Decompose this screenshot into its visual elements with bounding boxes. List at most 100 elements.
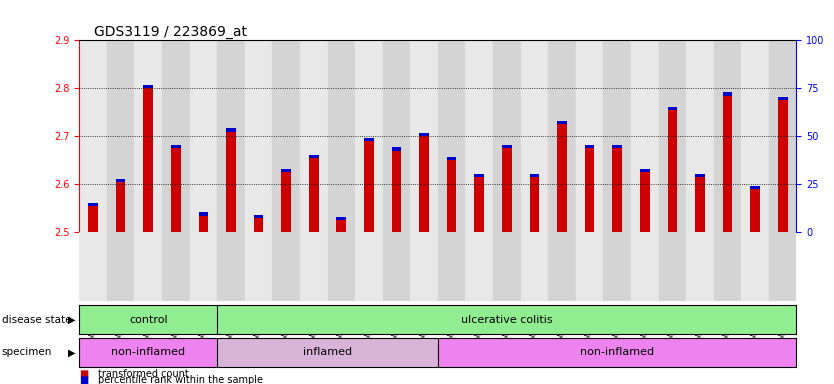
Bar (217, 40, 244, 232)
Text: ▶: ▶ (68, 314, 75, 325)
Bar (447, 161, 456, 232)
Bar (438, 40, 465, 232)
Bar (751, 189, 760, 232)
Bar (309, 154, 319, 158)
Bar (667, 106, 677, 110)
Bar (355, 232, 383, 301)
Bar (300, 40, 328, 232)
Text: disease state: disease state (2, 314, 71, 325)
Bar (548, 40, 575, 232)
Bar (254, 218, 264, 232)
Bar (502, 145, 511, 148)
Bar (465, 232, 493, 301)
Bar (116, 182, 125, 232)
Text: ulcerative colitis: ulcerative colitis (461, 314, 553, 325)
Bar (769, 232, 796, 301)
Bar (548, 232, 575, 301)
Bar (107, 40, 134, 232)
Bar (198, 215, 208, 232)
Bar (612, 145, 622, 148)
Bar (300, 232, 328, 301)
Text: non-inflamed: non-inflamed (111, 347, 185, 358)
Bar (244, 40, 273, 232)
Bar (631, 232, 659, 301)
Bar (493, 232, 520, 301)
Bar (741, 232, 769, 301)
Bar (640, 169, 650, 172)
Bar (603, 232, 631, 301)
Text: control: control (129, 314, 168, 325)
Bar (217, 338, 438, 367)
Bar (134, 40, 162, 232)
Bar (217, 232, 244, 301)
Bar (714, 40, 741, 232)
Bar (659, 232, 686, 301)
Bar (383, 232, 410, 301)
Bar (575, 232, 603, 301)
Text: non-inflamed: non-inflamed (580, 347, 654, 358)
Bar (392, 151, 401, 232)
Bar (116, 179, 125, 182)
Bar (162, 232, 189, 301)
Bar (659, 40, 686, 232)
Bar (107, 232, 134, 301)
Bar (281, 172, 291, 232)
Bar (475, 177, 484, 232)
Bar (336, 217, 346, 220)
Bar (520, 40, 548, 232)
Bar (723, 92, 732, 96)
Bar (143, 88, 153, 232)
Bar (226, 128, 236, 131)
Text: GDS3119 / 223869_at: GDS3119 / 223869_at (93, 25, 247, 39)
Bar (88, 206, 98, 232)
Bar (336, 220, 346, 232)
Bar (778, 97, 787, 100)
Bar (273, 232, 300, 301)
Bar (612, 148, 622, 232)
Bar (667, 110, 677, 232)
Bar (198, 212, 208, 215)
Text: transformed count: transformed count (98, 369, 188, 379)
Bar (420, 133, 429, 136)
Bar (502, 148, 511, 232)
Bar (520, 232, 548, 301)
Bar (134, 232, 162, 301)
Bar (79, 40, 107, 232)
Bar (557, 124, 567, 232)
Bar (273, 40, 300, 232)
Text: percentile rank within the sample: percentile rank within the sample (98, 375, 263, 384)
Bar (328, 232, 355, 301)
Bar (714, 232, 741, 301)
Bar (447, 157, 456, 160)
Bar (585, 145, 595, 148)
Bar (171, 145, 181, 148)
Bar (575, 40, 603, 232)
Text: inflamed: inflamed (303, 347, 352, 358)
Bar (392, 147, 401, 151)
Bar (309, 158, 319, 232)
Bar (364, 141, 374, 232)
Bar (686, 40, 714, 232)
Bar (79, 338, 217, 367)
Bar (171, 148, 181, 232)
Bar (493, 40, 520, 232)
Bar (189, 40, 217, 232)
Bar (410, 232, 438, 301)
Bar (355, 40, 383, 232)
Bar (741, 40, 769, 232)
Bar (420, 136, 429, 232)
Bar (79, 232, 107, 301)
Bar (530, 174, 540, 177)
Bar (438, 338, 796, 367)
Bar (475, 174, 484, 177)
Bar (751, 186, 760, 189)
Bar (410, 40, 438, 232)
Bar (557, 121, 567, 124)
Text: specimen: specimen (2, 347, 52, 358)
Bar (686, 232, 714, 301)
Bar (328, 40, 355, 232)
Bar (695, 174, 705, 177)
Bar (244, 232, 273, 301)
Bar (254, 215, 264, 218)
Bar (585, 148, 595, 232)
